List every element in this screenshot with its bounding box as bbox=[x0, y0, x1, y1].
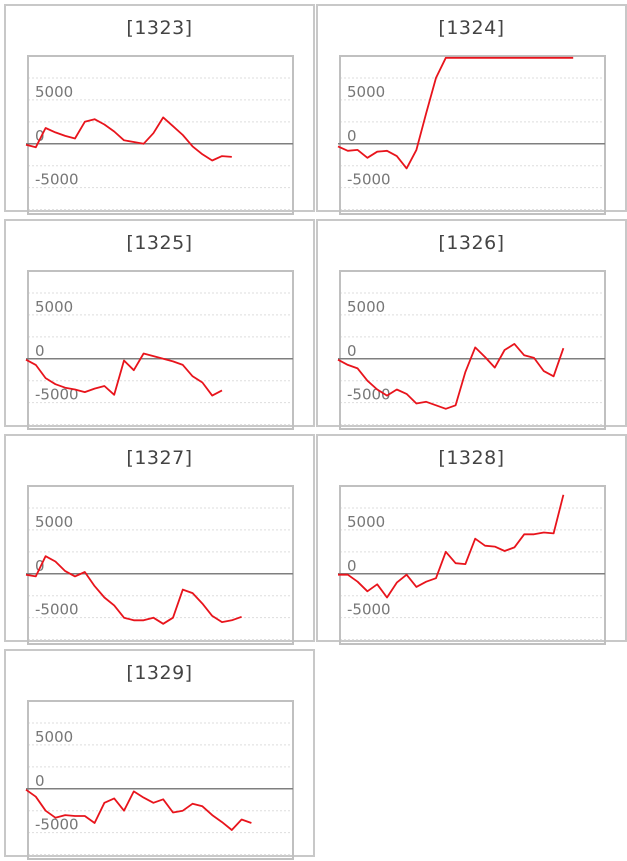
series-line bbox=[25, 788, 252, 831]
y-tick-label: -5000 bbox=[35, 816, 79, 834]
chart-panel: [1326] 5000 0 -5000 bbox=[316, 219, 627, 430]
chart-title: [1324] bbox=[438, 17, 505, 39]
chart-title: [1327] bbox=[126, 447, 193, 469]
chart-title: [1328] bbox=[438, 447, 505, 469]
y-tick-label: -5000 bbox=[347, 601, 391, 619]
chart-panel: [1323] 5000 0 -5000 bbox=[4, 4, 315, 215]
line-chart: 5000 0 -5000 bbox=[25, 55, 294, 215]
y-tick-label: -5000 bbox=[347, 171, 391, 189]
chart-title: [1323] bbox=[126, 17, 193, 39]
chart-panel: [1328] 5000 0 -5000 bbox=[316, 434, 627, 645]
y-tick-label: 0 bbox=[347, 557, 357, 575]
plot-frame bbox=[339, 55, 606, 215]
plot-frame bbox=[27, 55, 294, 215]
plot-frame bbox=[339, 485, 606, 645]
line-chart: 5000 0 -5000 bbox=[337, 55, 606, 215]
y-tick-label: 5000 bbox=[35, 513, 73, 531]
series-line bbox=[338, 494, 565, 599]
chart-title: [1329] bbox=[126, 662, 193, 684]
chart-title: [1326] bbox=[438, 232, 505, 254]
y-tick-label: 0 bbox=[347, 127, 357, 145]
line-chart: 5000 0 -5000 bbox=[25, 485, 294, 645]
series-line bbox=[25, 555, 242, 625]
y-tick-label: 0 bbox=[35, 342, 45, 360]
chart-panel: [1329] 5000 0 -5000 bbox=[4, 649, 315, 860]
plot-frame bbox=[27, 700, 294, 860]
series-line bbox=[337, 56, 574, 170]
chart-panel: [1325] 5000 0 -5000 bbox=[4, 219, 315, 430]
y-tick-label: -5000 bbox=[35, 386, 79, 404]
y-tick-label: 0 bbox=[35, 772, 45, 790]
plot-frame bbox=[27, 270, 294, 430]
y-tick-label: 0 bbox=[35, 557, 45, 575]
chart-panel: [1327] 5000 0 -5000 bbox=[4, 434, 315, 645]
series-line bbox=[25, 116, 232, 162]
line-chart: 5000 0 -5000 bbox=[25, 700, 294, 860]
y-tick-label: 0 bbox=[35, 127, 45, 145]
plot-frame bbox=[27, 485, 294, 645]
y-tick-label: 5000 bbox=[347, 513, 385, 531]
plot-frame bbox=[339, 270, 606, 430]
line-chart: 5000 0 -5000 bbox=[25, 270, 294, 430]
y-tick-label: 5000 bbox=[347, 298, 385, 316]
y-tick-label: 5000 bbox=[35, 83, 73, 101]
y-tick-label: -5000 bbox=[35, 171, 79, 189]
y-tick-label: 5000 bbox=[35, 728, 73, 746]
y-tick-label: 5000 bbox=[347, 83, 385, 101]
series-line bbox=[337, 343, 565, 410]
chart-title: [1325] bbox=[126, 232, 193, 254]
chart-panel: [1324] 5000 0 -5000 bbox=[316, 4, 627, 215]
line-chart: 5000 0 -5000 bbox=[338, 485, 606, 645]
series-line bbox=[25, 352, 223, 397]
y-tick-label: 0 bbox=[347, 342, 357, 360]
y-tick-label: 5000 bbox=[35, 298, 73, 316]
y-tick-label: -5000 bbox=[35, 601, 79, 619]
